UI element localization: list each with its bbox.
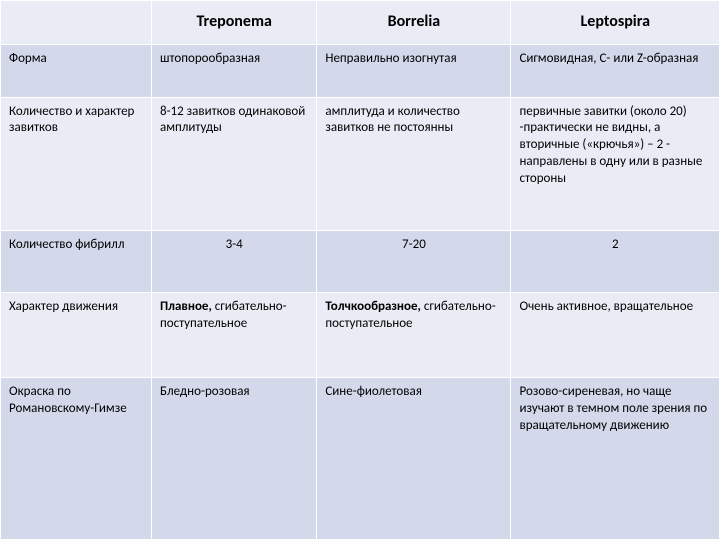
row-label: Характер движения xyxy=(1,293,152,378)
row-label: Форма xyxy=(1,45,152,98)
col-header: Treponema xyxy=(151,1,316,45)
col-header: Leptospira xyxy=(511,1,720,45)
table-row: Количество и характер завитков 8-12 зави… xyxy=(1,97,720,230)
row-label: Количество и характер завитков xyxy=(1,97,152,230)
table-body: Форма штопорообразная Неправильно изогну… xyxy=(1,45,720,540)
bold-text: Толчкообразное, xyxy=(325,299,421,314)
cell: Бледно-розовая xyxy=(151,378,316,540)
table-row: Окраска по Романовскому-Гимзе Бледно-роз… xyxy=(1,378,720,540)
cell: Плавное, сгибательно-поступательное xyxy=(151,293,316,378)
cell: Толчкообразное, сгибательно-поступательн… xyxy=(317,293,511,378)
table-row: Форма штопорообразная Неправильно изогну… xyxy=(1,45,720,98)
rest-text: Очень активное, вращательное xyxy=(519,299,693,314)
cell: амплитуда и количество завитков не посто… xyxy=(317,97,511,230)
cell: 7-20 xyxy=(317,230,511,293)
cell: Неправильно изогнутая xyxy=(317,45,511,98)
cell: штопорообразная xyxy=(151,45,316,98)
header-corner xyxy=(1,1,152,45)
row-label: Количество фибрилл xyxy=(1,230,152,293)
cell: Сигмовидная, С- или Z-образная xyxy=(511,45,720,98)
bold-text: Плавное, xyxy=(160,299,212,314)
cell: 3-4 xyxy=(151,230,316,293)
cell: Сине-фиолетовая xyxy=(317,378,511,540)
header-row: Treponema Borrelia Leptospira xyxy=(1,1,720,45)
col-header: Borrelia xyxy=(317,1,511,45)
cell: Очень активное, вращательное xyxy=(511,293,720,378)
cell: 2 xyxy=(511,230,720,293)
row-label: Окраска по Романовскому-Гимзе xyxy=(1,378,152,540)
comparison-table: Treponema Borrelia Leptospira Форма штоп… xyxy=(0,0,720,540)
cell: первичные завитки (около 20) -практическ… xyxy=(511,97,720,230)
table-row: Количество фибрилл 3-4 7-20 2 xyxy=(1,230,720,293)
table-row: Характер движения Плавное, сгибательно-п… xyxy=(1,293,720,378)
cell: 8-12 завитков одинаковой амплитуды xyxy=(151,97,316,230)
cell: Розово-сиреневая, но чаще изучают в темн… xyxy=(511,378,720,540)
